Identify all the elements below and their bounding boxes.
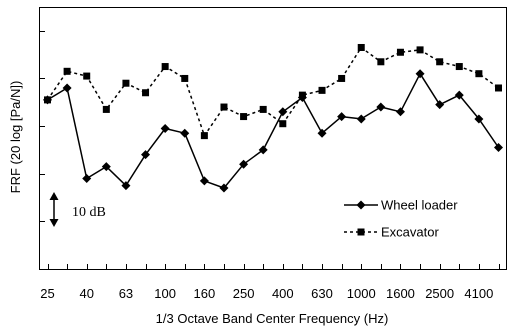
y-axis-label: FRF (20 log [Pa/N])	[8, 81, 23, 194]
y-axis-ticks	[40, 31, 45, 270]
legend-item-excavator: Excavator	[344, 225, 439, 240]
data-point-wheel-loader-2500	[435, 100, 445, 110]
data-point-excavator-1000	[357, 43, 365, 51]
data-point-excavator-31.5	[63, 67, 71, 75]
legend-item-wheel-loader: Wheel loader	[344, 198, 458, 213]
x-tick-label-630: 630	[311, 286, 333, 301]
x-tick-label-25: 25	[40, 286, 54, 301]
data-point-wheel-loader-315	[258, 145, 268, 155]
data-point-excavator-200	[220, 103, 228, 111]
data-point-wheel-loader-50	[101, 162, 111, 172]
data-point-excavator-50	[102, 105, 110, 113]
data-point-excavator-250	[240, 113, 248, 121]
data-point-excavator-2000	[416, 46, 424, 54]
data-point-excavator-5000	[495, 84, 502, 92]
data-point-wheel-loader-1600	[395, 107, 405, 117]
scale-arrow-up-head	[49, 192, 59, 200]
x-tick-label-250: 250	[233, 286, 255, 301]
x-tick-label-40: 40	[79, 286, 93, 301]
data-point-excavator-2500	[436, 58, 444, 66]
legend-marker-excavator	[357, 228, 365, 236]
data-point-excavator-500	[298, 91, 306, 99]
data-point-wheel-loader-1000	[356, 114, 366, 124]
data-point-wheel-loader-3150	[454, 90, 464, 100]
series-line-wheel-loader	[47, 72, 500, 189]
x-tick-label-63: 63	[119, 286, 133, 301]
data-point-excavator-4000	[475, 70, 483, 78]
scale-annotation: 10 dB	[49, 192, 106, 227]
x-tick-label-2500: 2500	[425, 286, 454, 301]
data-point-excavator-80	[142, 89, 150, 97]
x-axis-ticks: 25 40 63 100 160 250 400 630 1000 1600 2500 4100	[40, 264, 500, 301]
x-tick-label-1000: 1000	[347, 286, 376, 301]
data-point-wheel-loader-63	[121, 181, 131, 191]
data-point-wheel-loader-200	[219, 183, 229, 193]
data-point-excavator-125	[181, 74, 189, 82]
data-point-wheel-loader-400	[278, 107, 288, 117]
data-point-wheel-loader-1250	[376, 102, 386, 112]
data-point-wheel-loader-2000	[415, 69, 425, 79]
data-point-excavator-315	[259, 105, 267, 113]
data-point-excavator-40	[83, 72, 91, 80]
data-point-excavator-25	[44, 96, 51, 104]
x-tick-label-4100: 4100	[464, 286, 493, 301]
data-point-wheel-loader-4000	[474, 114, 484, 124]
x-axis-label: 1/3 Octave Band Center Frequency (Hz)	[156, 311, 389, 326]
data-point-excavator-100	[161, 63, 169, 71]
scale-arrow-down-head	[49, 219, 59, 227]
data-point-excavator-1600	[396, 48, 404, 56]
legend: Wheel loader Excavator	[344, 198, 458, 240]
data-point-excavator-800	[338, 74, 346, 82]
data-point-wheel-loader-630	[317, 128, 327, 138]
data-point-wheel-loader-125	[180, 128, 190, 138]
data-point-wheel-loader-160	[199, 176, 209, 186]
series-layer	[43, 43, 503, 193]
data-point-excavator-1250	[377, 58, 385, 66]
data-point-wheel-loader-40	[82, 173, 92, 183]
scale-label: 10 dB	[72, 205, 106, 220]
legend-label-wheel-loader: Wheel loader	[381, 198, 458, 213]
legend-label-excavator: Excavator	[381, 225, 439, 240]
legend-marker-wheel-loader	[356, 200, 366, 210]
x-tick-label-100: 100	[154, 286, 176, 301]
x-tick-label-160: 160	[194, 286, 216, 301]
data-point-wheel-loader-250	[239, 159, 249, 169]
x-tick-label-1600: 1600	[386, 286, 415, 301]
data-point-wheel-loader-5000	[494, 143, 503, 153]
data-point-excavator-630	[318, 86, 326, 94]
x-tick-label-400: 400	[272, 286, 294, 301]
plot-frame	[39, 7, 507, 270]
data-point-excavator-160	[200, 132, 208, 140]
data-point-excavator-63	[122, 79, 130, 87]
data-point-excavator-3150	[455, 63, 463, 71]
data-point-wheel-loader-80	[141, 150, 151, 160]
data-point-wheel-loader-31.5	[62, 83, 72, 93]
data-point-wheel-loader-100	[160, 123, 170, 133]
data-point-excavator-400	[279, 120, 287, 128]
data-point-wheel-loader-800	[337, 112, 347, 122]
series-line-excavator	[46, 46, 499, 137]
